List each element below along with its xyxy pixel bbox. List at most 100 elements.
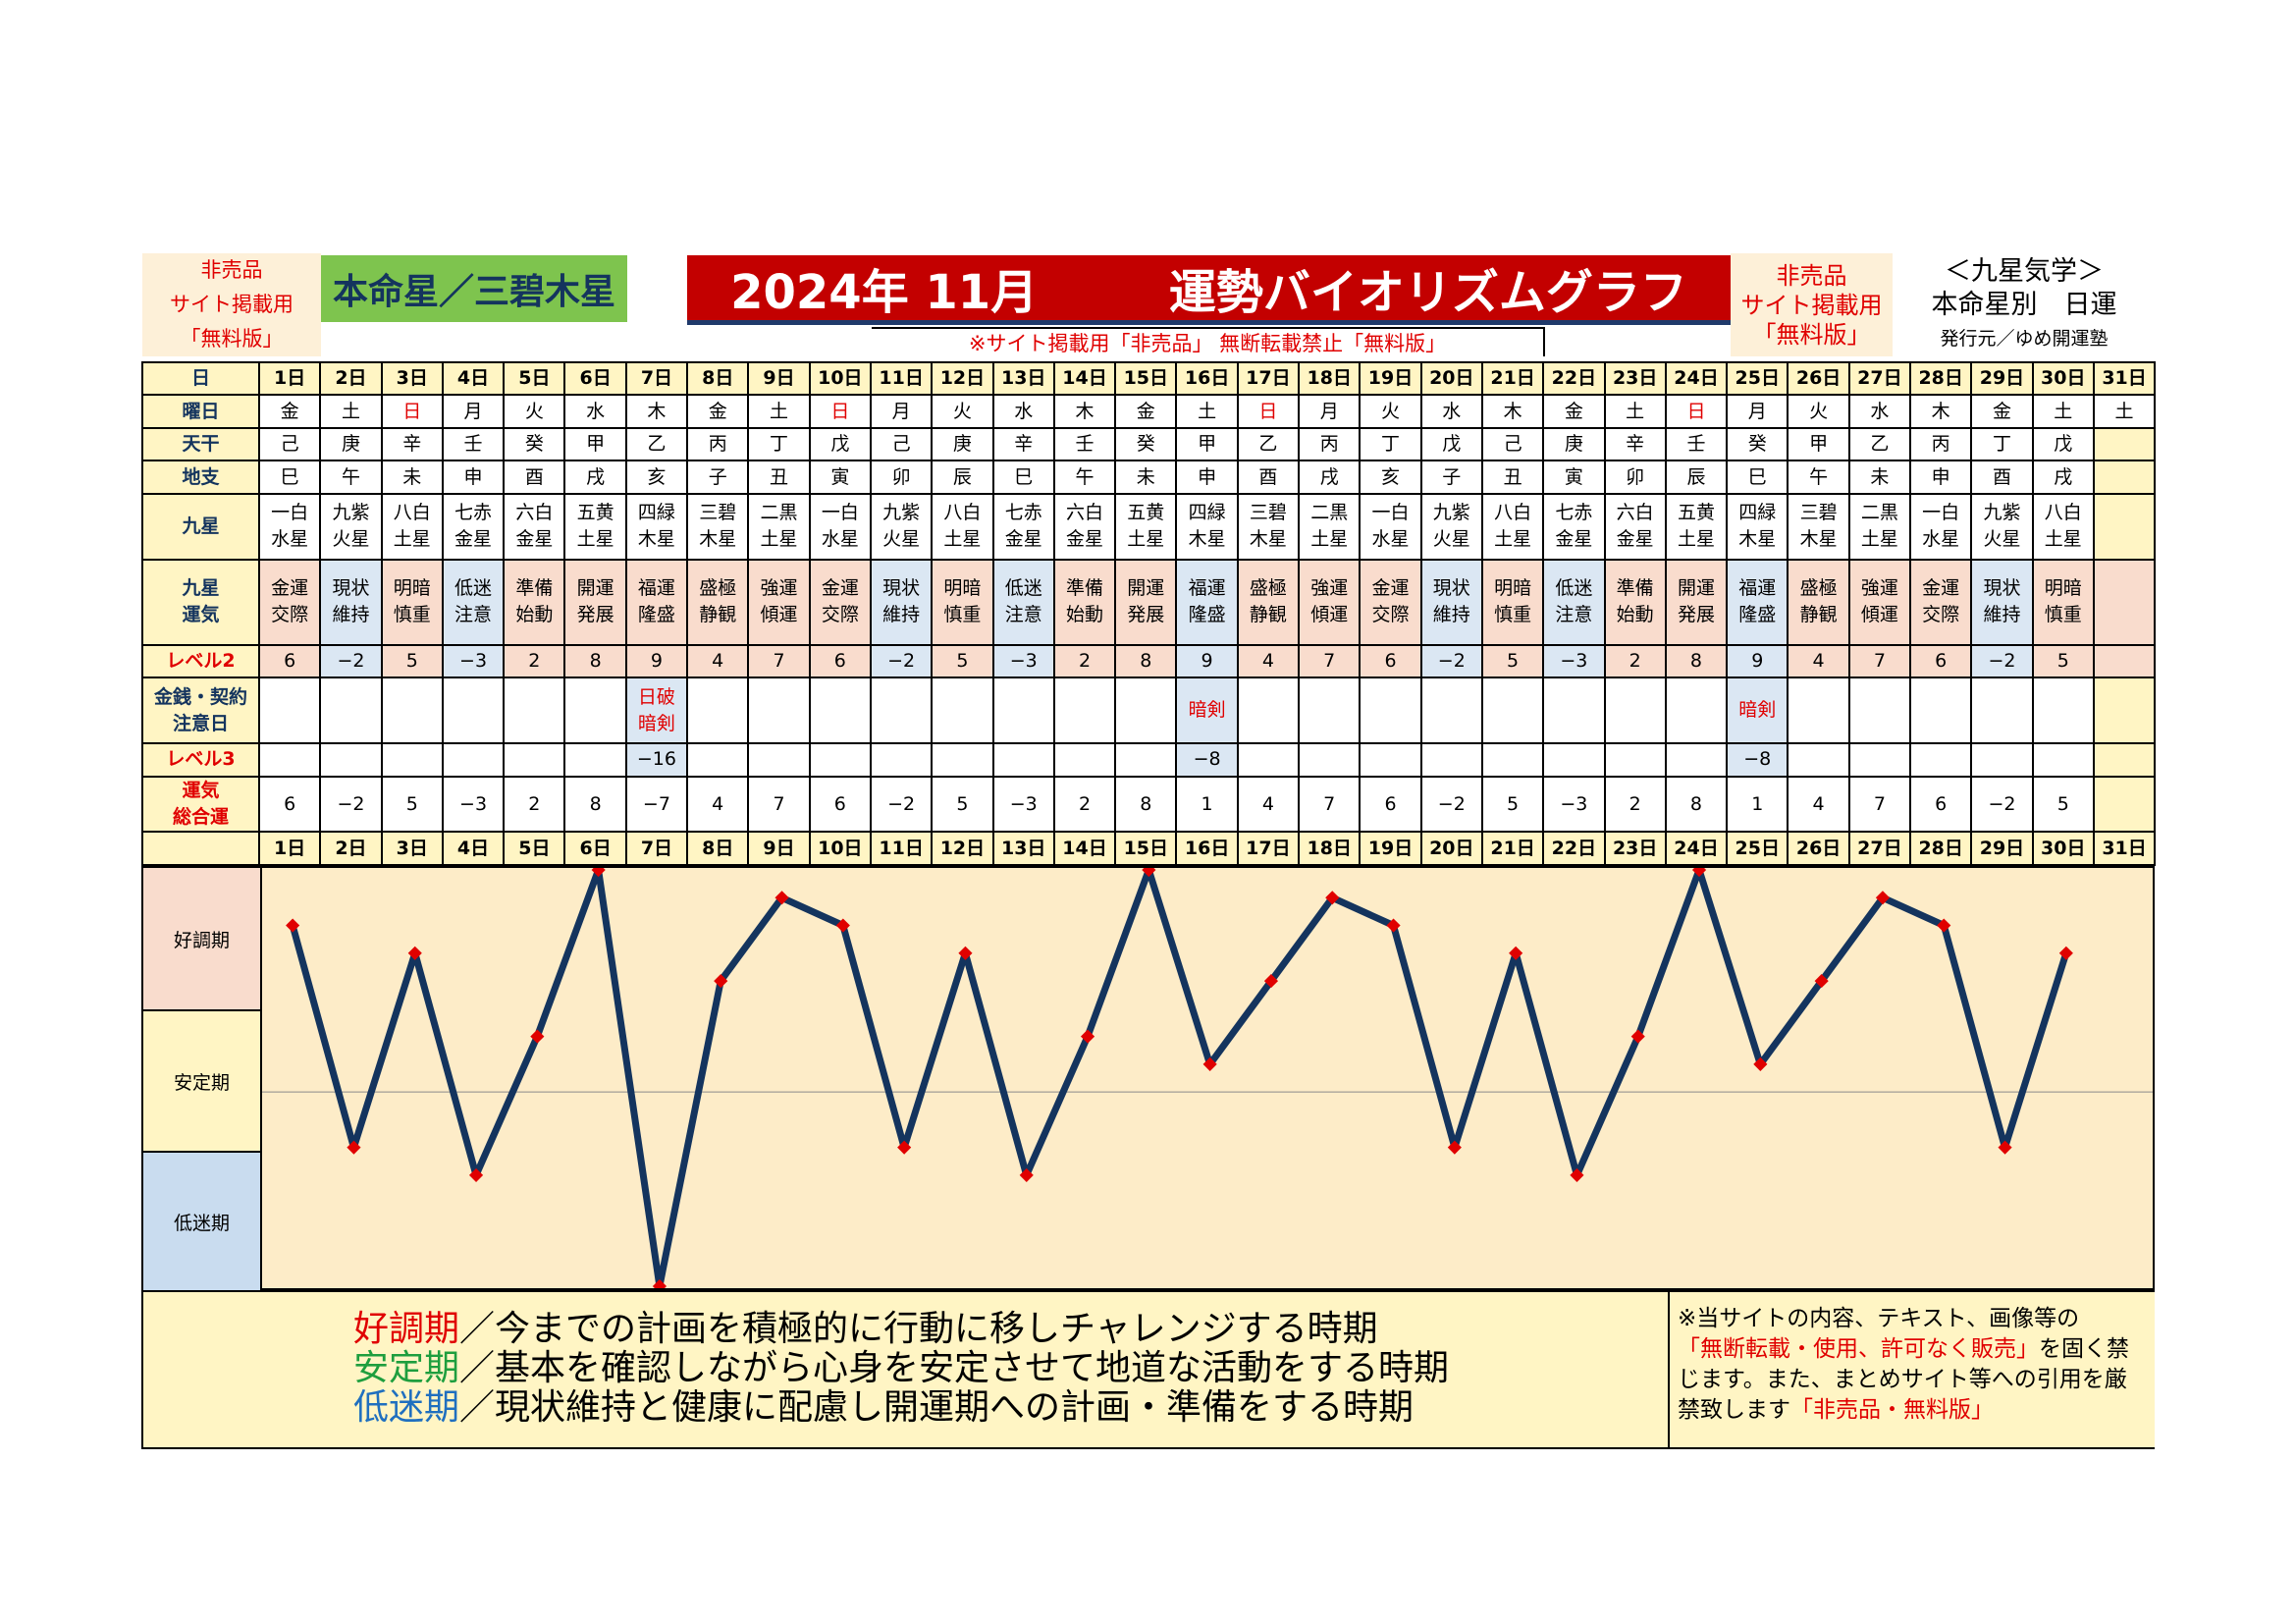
cell-tenkan: 戊 xyxy=(1419,426,1483,462)
cell-unki: 現状 維持 xyxy=(319,558,383,646)
cell-level2: −3 xyxy=(1542,643,1606,679)
cell-star: 五黄 土星 xyxy=(563,492,627,561)
cell-level2: 5 xyxy=(380,643,444,679)
cell-sogo: 6 xyxy=(257,775,322,834)
cell-day: 21日 xyxy=(1480,360,1545,397)
cell-level3 xyxy=(1052,742,1117,778)
cell-tenkan: 丁 xyxy=(1970,426,2034,462)
cell-kinsen: 暗剣 xyxy=(1726,677,1789,745)
cell-level3 xyxy=(563,742,627,778)
row-label-kinsen: 金銭・契約 注意日 xyxy=(141,677,260,745)
cell-kinsen xyxy=(747,677,811,745)
cell-kinsen: 日破 暗剣 xyxy=(624,677,689,745)
cell-kinsen xyxy=(686,677,750,745)
left-tag-line: 非売品 xyxy=(200,258,263,282)
cell-unki: 準備 始動 xyxy=(1052,558,1117,646)
cell-day2: 13日 xyxy=(991,831,1055,866)
cell-weekday: 月 xyxy=(441,394,506,429)
data-point xyxy=(1386,918,1401,933)
cell-day: 5日 xyxy=(503,360,566,397)
data-point xyxy=(407,946,422,960)
data-point xyxy=(835,918,850,933)
cell-chishi: 酉 xyxy=(503,460,566,495)
cell-day: 14日 xyxy=(1052,360,1117,397)
cell-weekday: 金 xyxy=(686,394,750,429)
cell-star: 九紫 火星 xyxy=(319,492,383,561)
cell-tenkan: 甲 xyxy=(1175,426,1239,462)
cell-weekday: 水 xyxy=(991,394,1055,429)
cell-sogo: 4 xyxy=(1787,775,1850,834)
plot-background xyxy=(262,868,2153,1288)
cell-sogo: −3 xyxy=(1542,775,1606,834)
data-point xyxy=(1202,1056,1217,1071)
cell-star: 八白 土星 xyxy=(931,492,994,561)
cell-unki: 現状 維持 xyxy=(869,558,934,646)
kyusei-subtitle: 本命星別 日運 xyxy=(1931,289,2117,320)
cell-unki: 低迷 注意 xyxy=(441,558,506,646)
cell-unki: 盛極 静観 xyxy=(1787,558,1850,646)
cell-level2: 2 xyxy=(503,643,566,679)
notice-text: ※サイト掲載用「非売品」 無断転載禁止「無料版」 xyxy=(872,327,1545,356)
cell-star: 三碧 木星 xyxy=(1787,492,1850,561)
cell-tenkan: 辛 xyxy=(1603,426,1667,462)
cell-chishi: 巳 xyxy=(257,460,322,495)
cell-weekday: 日 xyxy=(1236,394,1301,429)
kyusei-info: ＜九星気学＞ 本命星別 日運 発行元／ゆめ開運塾 xyxy=(1893,253,2156,356)
cell-unki: 金運 交際 xyxy=(1359,558,1422,646)
cell-day: 24日 xyxy=(1664,360,1729,397)
kyusei-heading: ＜九星気学＞ xyxy=(1945,255,2104,287)
row-level2: レベル2 6 −2 5 −3 2 8 9 4 7 6 −2 5 −3 2 8 9 4 7 6 −2 5 −3 2 8 9 4 7 6 −2… xyxy=(141,643,2157,679)
cell-level2: 7 xyxy=(1847,643,1912,679)
cell-level3 xyxy=(319,742,383,778)
cell-sogo xyxy=(2092,775,2157,834)
cell-kinsen xyxy=(1236,677,1301,745)
data-point xyxy=(1753,1056,1768,1071)
cell-weekday: 日 xyxy=(380,394,444,429)
biorhythm-chart: 好調期 安定期 低迷期 xyxy=(141,866,2155,1290)
cell-unki: 強運 傾運 xyxy=(1847,558,1912,646)
cell-day2: 16日 xyxy=(1175,831,1239,866)
cell-day: 6日 xyxy=(563,360,627,397)
publisher: 発行元／ゆめ開運塾 xyxy=(1940,327,2109,350)
cell-level3 xyxy=(686,742,750,778)
copyright-red: 「無断転載・使用、許可なく販売」 xyxy=(1678,1336,2039,1362)
cell-chishi: 卯 xyxy=(869,460,934,495)
cell-star: 二黒 土星 xyxy=(1847,492,1912,561)
legend-term-low: 低迷期 xyxy=(353,1387,460,1428)
cell-sogo: −2 xyxy=(1970,775,2034,834)
cell-day2: 29日 xyxy=(1970,831,2034,866)
cell-tenkan: 庚 xyxy=(931,426,994,462)
cell-day: 18日 xyxy=(1298,360,1362,397)
data-point xyxy=(1814,973,1829,989)
cell-weekday: 土 xyxy=(2031,394,2095,429)
cell-level3 xyxy=(441,742,506,778)
cell-sogo: 1 xyxy=(1175,775,1239,834)
row-label-unki: 九星 運気 xyxy=(141,558,260,646)
cell-day2: 18日 xyxy=(1298,831,1362,866)
data-point xyxy=(774,891,789,905)
data-point xyxy=(1570,1167,1584,1183)
cell-level2: 5 xyxy=(1480,643,1545,679)
cell-level2: −2 xyxy=(1970,643,2034,679)
cell-weekday: 火 xyxy=(1787,394,1850,429)
cell-weekday: 土 xyxy=(1603,394,1667,429)
cell-level3: −16 xyxy=(624,742,689,778)
legend-desc: ／今までの計画を積極的に行動に移しチャレンジする時期 xyxy=(459,1309,1378,1349)
data-point xyxy=(652,1278,667,1288)
cell-day: 3日 xyxy=(380,360,444,397)
cell-unki xyxy=(2092,558,2157,646)
cell-weekday: 日 xyxy=(808,394,872,429)
cell-day: 31日 xyxy=(2092,360,2157,397)
cell-chishi: 戌 xyxy=(2031,460,2095,495)
cell-day: 2日 xyxy=(319,360,383,397)
cell-weekday: 木 xyxy=(1909,394,1973,429)
cell-unki: 強運 傾運 xyxy=(747,558,811,646)
cell-star: 九紫 火星 xyxy=(869,492,934,561)
cell-weekday: 木 xyxy=(624,394,689,429)
cell-day2: 4日 xyxy=(441,831,506,866)
cell-day: 11日 xyxy=(869,360,934,397)
cell-day2: 12日 xyxy=(931,831,994,866)
cell-day2: 1日 xyxy=(257,831,322,866)
cell-chishi: 丑 xyxy=(747,460,811,495)
chart-title-text: 2024年 11月 運勢バイオリズムグラフ xyxy=(730,265,1687,320)
